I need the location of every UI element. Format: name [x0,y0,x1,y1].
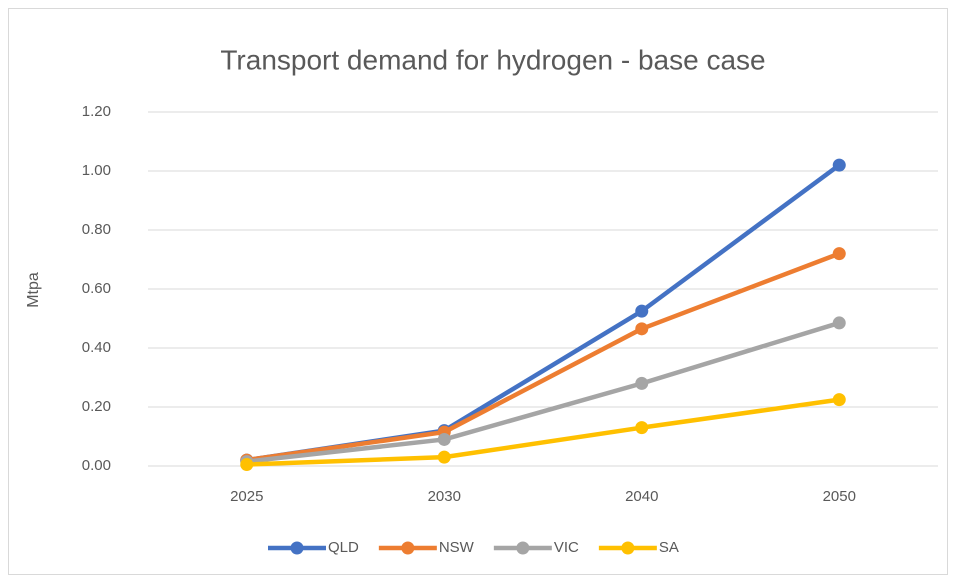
legend-label: VIC [554,539,579,556]
data-point [832,393,846,407]
legend-label: QLD [328,539,359,556]
data-point [832,316,846,330]
legend-label: SA [659,539,679,556]
legend-label: NSW [439,539,475,556]
data-point [832,158,846,172]
data-point [635,421,649,435]
legend-marker [621,541,635,555]
y-axis-title: Mtpa [25,272,42,308]
data-point [635,322,649,336]
chart-border [8,8,948,575]
legend-marker [516,541,530,555]
data-point [832,247,846,261]
data-point [437,450,451,464]
data-point [240,458,254,472]
y-tick-label: 1.00 [82,162,111,179]
data-point [635,376,649,390]
data-point [437,432,451,446]
x-tick-label: 2050 [823,488,856,505]
y-tick-label: 0.00 [82,457,111,474]
legend-marker [290,541,304,555]
y-tick-label: 0.40 [82,339,111,356]
y-tick-label: 0.80 [82,221,111,238]
y-tick-label: 0.60 [82,280,111,297]
x-tick-label: 2025 [230,488,263,505]
data-point [635,304,649,318]
series-line [244,251,842,463]
legend-marker [401,541,415,555]
x-tick-label: 2030 [428,488,461,505]
x-tick-label: 2040 [625,488,658,505]
series-line [244,397,842,467]
chart-title: Transport demand for hydrogen - base cas… [220,44,765,75]
y-tick-label: 1.20 [82,103,111,120]
y-tick-label: 0.20 [82,398,111,415]
series-line [244,320,842,464]
